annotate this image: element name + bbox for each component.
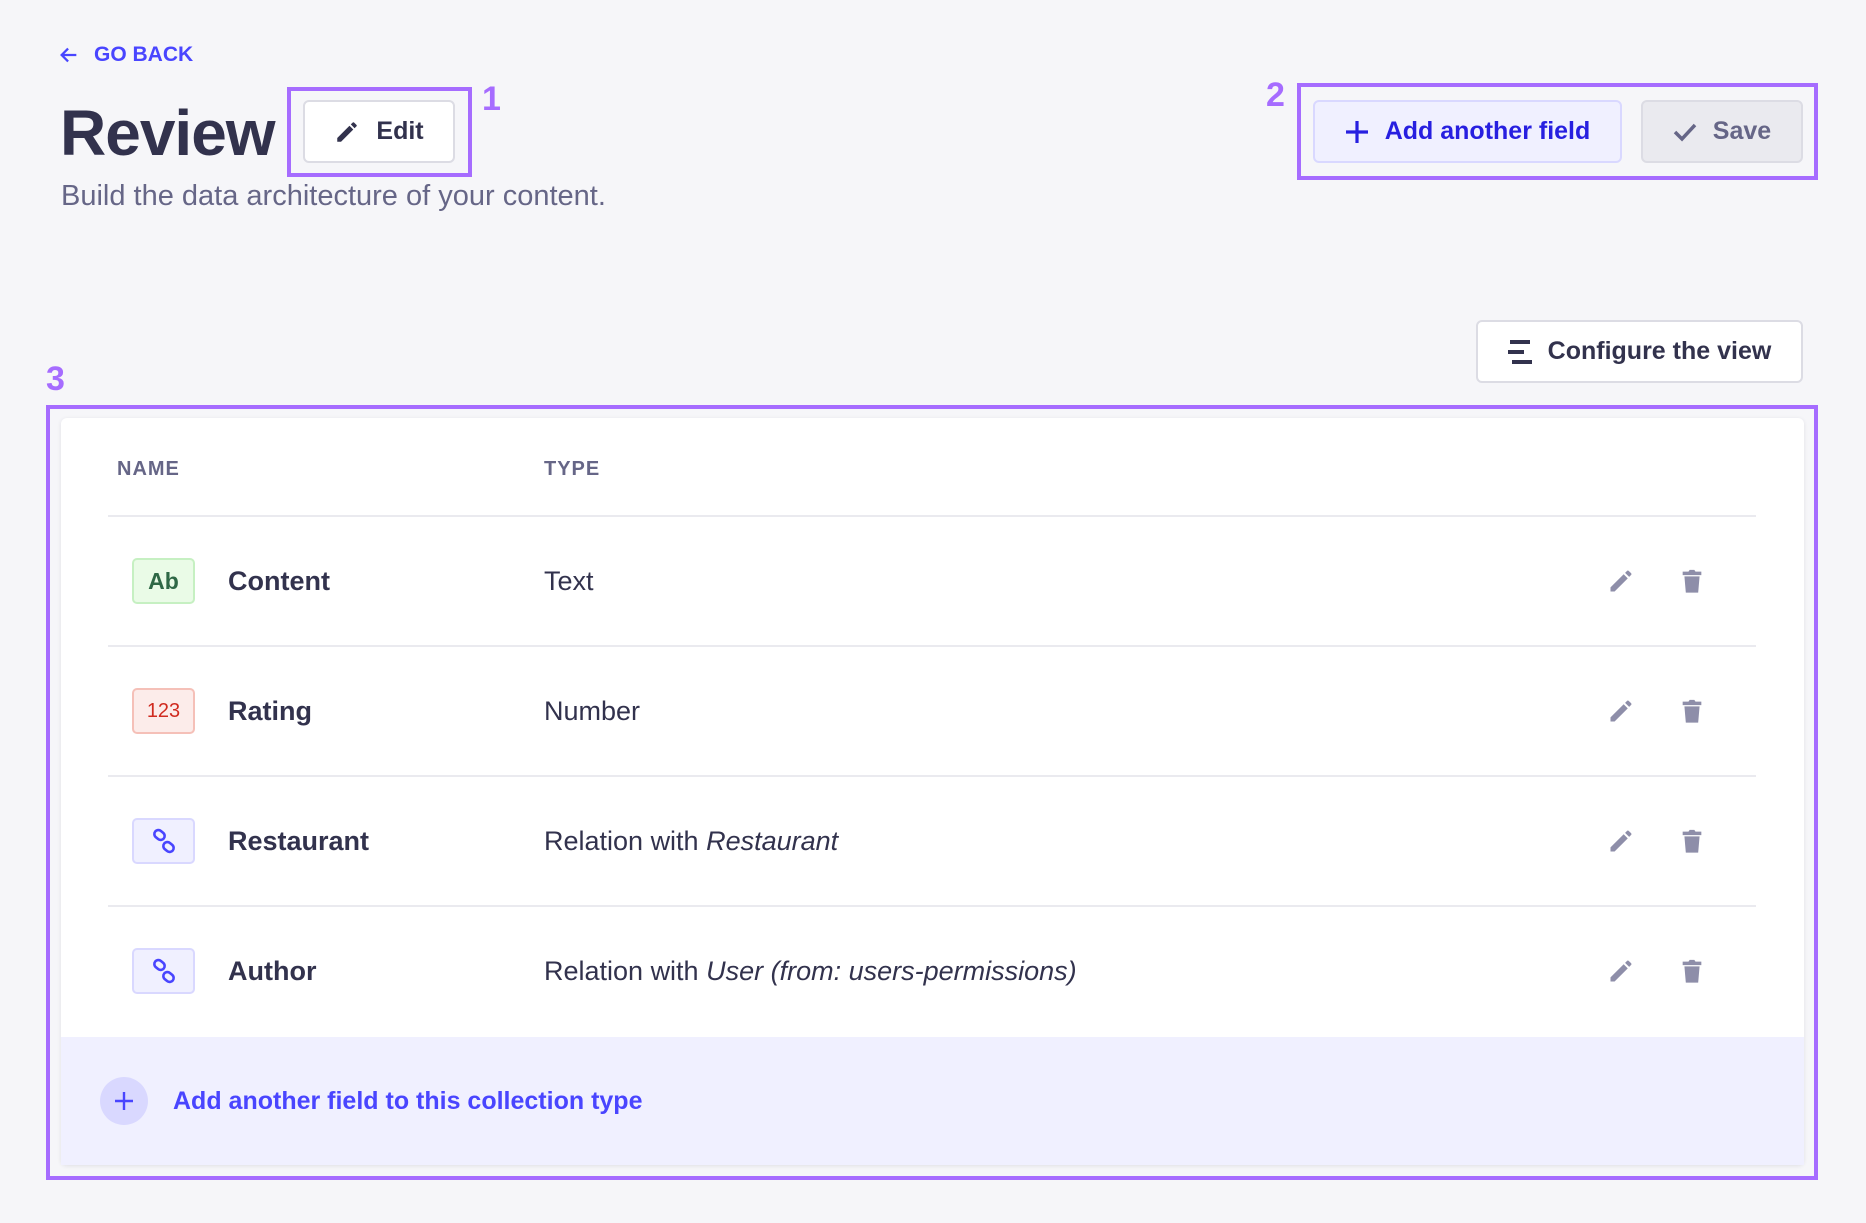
field-type: Text — [544, 516, 594, 646]
field-type: Relation with User (from: users-permissi… — [544, 906, 1077, 1036]
edit-button[interactable]: Edit — [303, 100, 455, 163]
save-label: Save — [1712, 117, 1772, 145]
delete-field-trash-icon[interactable] — [1678, 827, 1706, 855]
add-another-field-button[interactable]: Add another field — [1313, 100, 1622, 163]
add-field-to-collection-label: Add another field to this collection typ… — [173, 1086, 643, 1115]
field-name: Content — [228, 566, 330, 596]
divider — [108, 775, 1756, 777]
relation-target: User (from: users-permissions) — [706, 956, 1077, 986]
annotation-label-3: 3 — [46, 360, 65, 398]
page-subtitle: Build the data architecture of your cont… — [61, 180, 606, 212]
edit-field-pencil-icon[interactable] — [1607, 827, 1635, 855]
text-type-icon: Ab — [132, 558, 195, 604]
link-icon — [152, 828, 175, 854]
page-title: Review — [60, 97, 276, 169]
table-row: Ab Content Text — [61, 516, 1804, 646]
check-icon — [1673, 123, 1697, 142]
relation-type-icon — [132, 948, 195, 994]
plus-icon — [1345, 120, 1368, 143]
go-back-link[interactable]: GO BACK — [58, 40, 193, 70]
table-row: Restaurant Relation with Restaurant — [61, 776, 1804, 906]
field-type: Number — [544, 646, 640, 776]
relation-type-icon — [132, 818, 195, 864]
configure-view-label: Configure the view — [1547, 337, 1772, 365]
field-type-label: Relation with — [544, 956, 707, 986]
number-type-icon: 123 — [132, 688, 195, 734]
arrow-left-icon — [60, 47, 77, 63]
field-name: Restaurant — [228, 826, 370, 856]
relation-target: Restaurant — [706, 826, 839, 856]
configure-view-button[interactable]: Configure the view — [1476, 320, 1803, 383]
plus-circle-icon — [100, 1077, 148, 1125]
annotation-box-2 — [1297, 83, 1818, 180]
field-type-label: Number — [544, 696, 641, 726]
go-back-label: GO BACK — [94, 43, 194, 66]
column-header-type: TYPE — [544, 458, 601, 480]
table-row: Author Relation with User (from: users-p… — [61, 906, 1804, 1036]
annotation-box-3 — [46, 405, 1818, 1180]
divider — [108, 905, 1756, 907]
table-row: 123 Rating Number — [61, 646, 1804, 776]
annotation-box-1 — [287, 87, 472, 177]
divider — [108, 645, 1756, 647]
delete-field-trash-icon[interactable] — [1678, 697, 1706, 725]
column-header-name: NAME — [117, 458, 180, 480]
annotation-label-1: 1 — [482, 80, 501, 118]
pencil-icon — [337, 121, 358, 142]
edit-field-pencil-icon[interactable] — [1607, 567, 1635, 595]
edit-field-pencil-icon[interactable] — [1607, 957, 1635, 985]
field-name: Author — [228, 956, 317, 986]
delete-field-trash-icon[interactable] — [1678, 567, 1706, 595]
field-type: Relation with Restaurant — [544, 776, 838, 906]
divider — [108, 515, 1756, 517]
field-type-label: Text — [544, 566, 594, 596]
delete-field-trash-icon[interactable] — [1678, 957, 1706, 985]
link-icon — [152, 958, 175, 984]
add-field-to-collection-button[interactable]: Add another field to this collection typ… — [61, 1037, 1804, 1165]
field-type-label: Relation with — [544, 826, 707, 856]
field-name: Rating — [228, 696, 312, 726]
add-field-label: Add another field — [1384, 117, 1591, 145]
list-settings-icon — [1507, 339, 1532, 364]
edit-label: Edit — [376, 117, 424, 145]
save-button[interactable]: Save — [1641, 100, 1803, 163]
edit-field-pencil-icon[interactable] — [1607, 697, 1635, 725]
annotation-label-2: 2 — [1266, 76, 1285, 114]
